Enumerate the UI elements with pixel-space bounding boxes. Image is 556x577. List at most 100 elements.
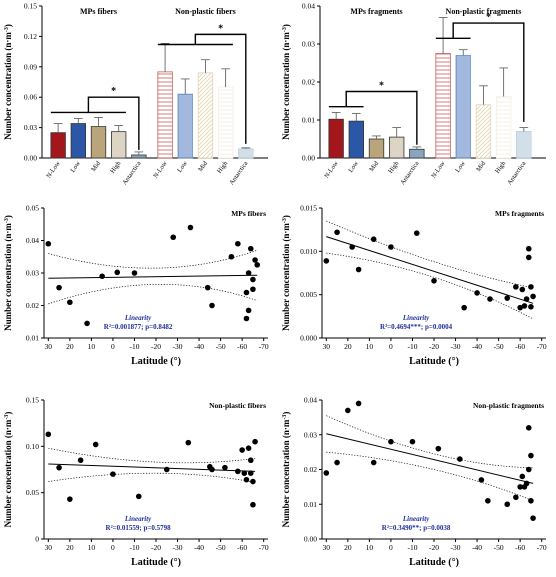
x-tick-label: 10	[88, 543, 96, 552]
x-axis-label: Latitude (°)	[131, 557, 181, 568]
y-tick-label: 0.010	[300, 247, 317, 256]
data-point	[254, 262, 261, 268]
bar	[111, 131, 127, 159]
data-point	[523, 296, 530, 302]
category-label: Low	[347, 160, 360, 174]
ci-upper-curve	[48, 249, 258, 269]
y-tick-label: 0.03	[304, 430, 317, 439]
bar-chart-fragments: 0.00 0.01 0.02 0.03 0.04 Number concentration…	[281, 2, 546, 186]
category-label: Antarctica	[228, 160, 249, 186]
regression-line	[326, 236, 534, 304]
scatter-non-plastic-fragments: 0.00 0.01 0.02 0.03 0.04 30 20 10 0 -10 -20 -30 -40 -…	[281, 396, 547, 569]
error-bar	[438, 16, 448, 54]
bar-chart-fibers: 0.00 0.03 0.06 0.09 0.12 0.15 Number concentra…	[3, 2, 268, 186]
error-bar	[180, 78, 190, 95]
category-label: N-Low	[430, 160, 447, 180]
data-point	[345, 407, 351, 414]
data-point	[409, 438, 416, 445]
category-label: Low	[176, 160, 189, 174]
data-point	[110, 471, 116, 477]
ci-lower-curve	[326, 252, 534, 320]
x-axis-label: Latitude (°)	[409, 557, 459, 568]
data-point	[388, 244, 394, 250]
data-point	[519, 473, 526, 480]
y-tick-label: 0.01	[302, 116, 315, 125]
data-point	[461, 304, 467, 311]
x-tick-label: -20	[429, 543, 439, 552]
data-point	[250, 478, 256, 485]
x-tick-label: 10	[366, 342, 374, 351]
y-tick-label: 0.015	[300, 204, 317, 213]
sig-bracket	[194, 33, 247, 144]
bar	[177, 93, 193, 159]
data-point	[525, 245, 532, 252]
bar	[217, 86, 234, 159]
ci-upper-curve	[326, 415, 534, 469]
data-point	[334, 459, 340, 466]
y-tick-label: 0.01	[26, 334, 39, 343]
x-tick-label: -20	[151, 342, 161, 351]
data-point	[457, 456, 463, 462]
data-point	[478, 477, 485, 483]
error-bar	[53, 123, 63, 133]
data-point	[323, 470, 330, 476]
data-point	[170, 234, 177, 241]
y-tick-label: 0.02	[302, 78, 315, 87]
y-tick-label: 0.06	[24, 93, 37, 102]
x-tick-label: -30	[173, 342, 183, 351]
x-tick-label: 0	[389, 342, 393, 351]
data-point	[525, 425, 532, 431]
data-point	[525, 466, 532, 473]
error-bar	[458, 49, 468, 56]
y-tick-label: 0.02	[304, 465, 317, 474]
y-tick-label: 0.09	[24, 62, 37, 71]
y-tick-label: 0.00	[304, 535, 317, 544]
category-label: Antarctica	[121, 160, 142, 186]
ci-lower-curve	[48, 283, 258, 305]
y-tick-label: 0.00	[302, 154, 315, 163]
error-bar	[372, 135, 381, 139]
y-tick-label: 0	[35, 535, 39, 544]
data-point	[530, 293, 536, 300]
y-axis-label: Number concentration (n·m-3)	[3, 24, 13, 140]
x-tick-label: -60	[237, 342, 247, 351]
y-tick-label: 0.12	[24, 32, 37, 41]
data-point	[77, 457, 84, 464]
scatter-mps-fibers: 0.01 0.02 0.03 0.04 0.05 30 20 10 0 -10 -20 -30 -40 -…	[3, 204, 269, 368]
data-point	[370, 236, 377, 242]
sig-bracket	[452, 22, 525, 122]
data-point	[239, 447, 245, 453]
significance-star: *	[218, 23, 223, 34]
x-tick-label: -20	[429, 342, 439, 351]
data-point	[528, 304, 534, 310]
x-tick-label: -60	[515, 342, 525, 351]
data-point	[355, 400, 362, 407]
data-point	[243, 476, 250, 483]
bar	[516, 130, 532, 159]
data-point	[349, 244, 355, 250]
error-bar	[201, 59, 210, 73]
x-tick-label: -40	[194, 543, 204, 552]
data-point	[517, 484, 523, 490]
x-tick-label: 20	[66, 342, 74, 351]
error-bar	[241, 147, 251, 149]
category-label: N-Low	[45, 160, 62, 180]
x-tick-label: -70	[259, 543, 269, 552]
regression-stats: R²=0.3490**; p=0.0038	[382, 524, 451, 532]
data-point	[252, 257, 258, 263]
bar	[131, 154, 147, 159]
category-label: High	[109, 160, 123, 175]
category-label: Mid	[368, 160, 380, 174]
x-tick-label: 30	[323, 342, 331, 351]
data-point	[185, 439, 192, 446]
data-point	[135, 493, 142, 500]
data-point	[323, 258, 330, 264]
x-tick-label: -50	[216, 342, 226, 351]
category-label: Mid	[475, 160, 487, 174]
category-label: N-Low	[152, 160, 169, 180]
x-tick-label: 10	[88, 342, 96, 351]
y-tick-label: 0.15	[24, 2, 37, 11]
data-point	[528, 452, 534, 459]
y-axis-label: Number concentration (n·m-3)	[3, 215, 13, 331]
x-tick-label: -20	[151, 543, 161, 552]
